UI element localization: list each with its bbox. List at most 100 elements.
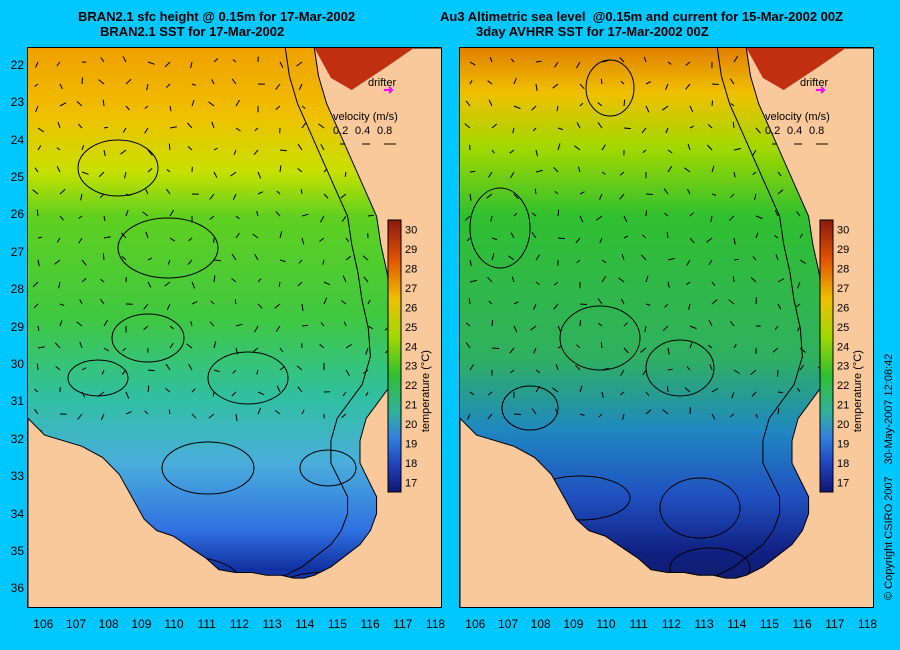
latitude-tick-label: 36 [10,581,24,596]
latitude-tick-label: 27 [10,244,24,259]
velocity-scale-value: 0.4 [355,125,370,137]
colorbar-tick-label: 24 [405,341,417,353]
colorbar-tick-label: 27 [837,283,849,295]
longitude-tick-label: 109 [131,617,152,631]
longitude-tick-label: 118 [425,617,446,631]
latitude-tick-label: 33 [10,469,24,484]
latitude-tick-label: 30 [10,356,24,371]
left-panel-title: BRAN2.1 sfc height @ 0.15m for 17-Mar-20… [78,9,355,39]
left-map-panel[interactable]: drifter velocity (m/s) 0.2 0.4 0.8 30 29 28 27 26… [27,47,442,608]
left-title-line1: BRAN2.1 sfc height @ 0.15m for 17-Mar-20… [78,9,356,24]
highland-terrain [746,48,846,90]
longitude-tick-label: 115 [759,617,779,631]
velocity-scale-value: 0.8 [377,125,392,137]
latitude-tick-label: 35 [10,543,24,558]
colorbar-tick-label: 22 [405,380,417,392]
colorbar-tick-label: 25 [837,322,849,334]
latitude-tick-label: 32 [10,431,24,446]
longitude-tick-label: 112 [661,617,681,631]
latitude-tick-label: 22 [10,57,24,72]
colorbar-tick-label: 29 [405,244,417,256]
longitude-tick-label: 116 [792,617,812,631]
latitude-tick-label: 34 [10,506,24,521]
landmass [460,48,873,607]
longitude-tick-label: 110 [596,617,616,631]
longitude-tick-label: 116 [360,617,380,631]
longitude-tick-label: 110 [164,617,184,631]
colorbar-tick-label: 26 [837,302,849,314]
sst-map: drifter velocity (m/s) 0.2 0.4 0.8 30 29 28 27 26… [28,48,441,607]
velocity-scale-value: 0.2 [333,125,348,137]
colorbar-tick-label: 28 [405,264,417,276]
colorbar-tick-label: 17 [837,477,849,489]
longitude-tick-label: 117 [825,617,845,631]
longitude-tick-label: 108 [530,617,551,631]
colorbar-tick-label: 18 [837,458,849,470]
latitude-tick-label: 31 [10,394,24,409]
temperature-colorbar [819,219,834,493]
copyright-text: © Copyright CSIRO 2007 [883,476,895,600]
velocity-scale-value: 0.4 [787,125,802,137]
right-title-line2: 3day AVHRR SST for 17-Mar-2002 00Z [476,24,709,39]
longitude-tick-label: 106 [33,617,54,631]
velocity-scale-value: 0.2 [765,125,780,137]
colorbar-tick-label: 22 [837,380,849,392]
latitude-tick-label: 25 [10,169,24,184]
colorbar-tick-label: 30 [405,225,417,237]
longitude-tick-label: 118 [857,617,878,631]
latitude-tick-label: 28 [10,282,24,297]
longitude-tick-label: 113 [262,617,282,631]
velocity-label: velocity (m/s) [765,111,830,123]
velocity-label: velocity (m/s) [333,111,398,123]
colorbar-tick-label: 26 [405,302,417,314]
colorbar-tick-label: 23 [405,361,417,373]
colorbar-tick-label: 19 [405,438,417,450]
colorbar-tick-label: 18 [405,458,417,470]
colorbar-tick-label: 30 [837,225,849,237]
right-panel-title: Au3 Altimetric sea level @0.15m and curr… [440,9,843,39]
colorbar-label: temperature (°C) [420,350,432,432]
colorbar-tick-label: 25 [405,322,417,334]
copyright-notice: © Copyright CSIRO 2007 30-May-2007 12:08:… [883,342,895,600]
drifter-label: drifter [368,77,396,89]
colorbar-tick-label: 28 [837,264,849,276]
longitude-tick-label: 117 [393,617,413,631]
right-title-line1: Au3 Altimetric sea level @0.15m and curr… [440,9,844,24]
colorbar-label: temperature (°C) [852,350,864,432]
colorbar-tick-label: 27 [405,283,417,295]
latitude-tick-label: 24 [10,132,24,147]
longitude-tick-label: 112 [229,617,249,631]
longitude-tick-label: 115 [327,617,347,631]
drifter-icon [816,86,826,94]
drifter-label: drifter [800,77,828,89]
longitude-tick-label: 113 [694,617,714,631]
longitude-tick-label: 107 [497,617,519,631]
longitude-tick-label: 109 [563,617,584,631]
longitude-tick-label: 114 [295,617,315,631]
left-title-line2: BRAN2.1 SST for 17-Mar-2002 [100,24,285,39]
colorbar-tick-label: 21 [837,400,849,412]
colorbar-tick-label: 29 [837,244,849,256]
temperature-colorbar [387,219,402,493]
latitude-tick-label: 23 [10,95,24,110]
velocity-scale-value: 0.8 [809,125,824,137]
colorbar-tick-label: 23 [837,361,849,373]
colorbar-tick-label: 19 [837,438,849,450]
colorbar-tick-label: 17 [405,477,417,489]
colorbar-tick-label: 24 [837,341,849,353]
landmass [28,48,441,607]
colorbar-tick-label: 20 [405,419,417,431]
right-map-panel[interactable]: drifter velocity (m/s) 0.2 0.4 0.8 30 29 28 27 26… [459,47,874,608]
longitude-tick-label: 114 [727,617,747,631]
longitude-tick-label: 106 [465,617,486,631]
drifter-icon [384,86,394,94]
latitude-tick-label: 26 [10,207,24,222]
sst-map: drifter velocity (m/s) 0.2 0.4 0.8 30 29 28 27 26… [460,48,873,607]
colorbar-tick-label: 20 [837,419,849,431]
highland-terrain [314,48,414,90]
colorbar-tick-label: 21 [405,400,417,412]
timestamp-text: 30-May-2007 12:08:42 [883,353,895,465]
longitude-tick-label: 108 [98,617,119,631]
latitude-tick-label: 29 [10,319,24,334]
longitude-tick-label: 111 [197,617,216,631]
